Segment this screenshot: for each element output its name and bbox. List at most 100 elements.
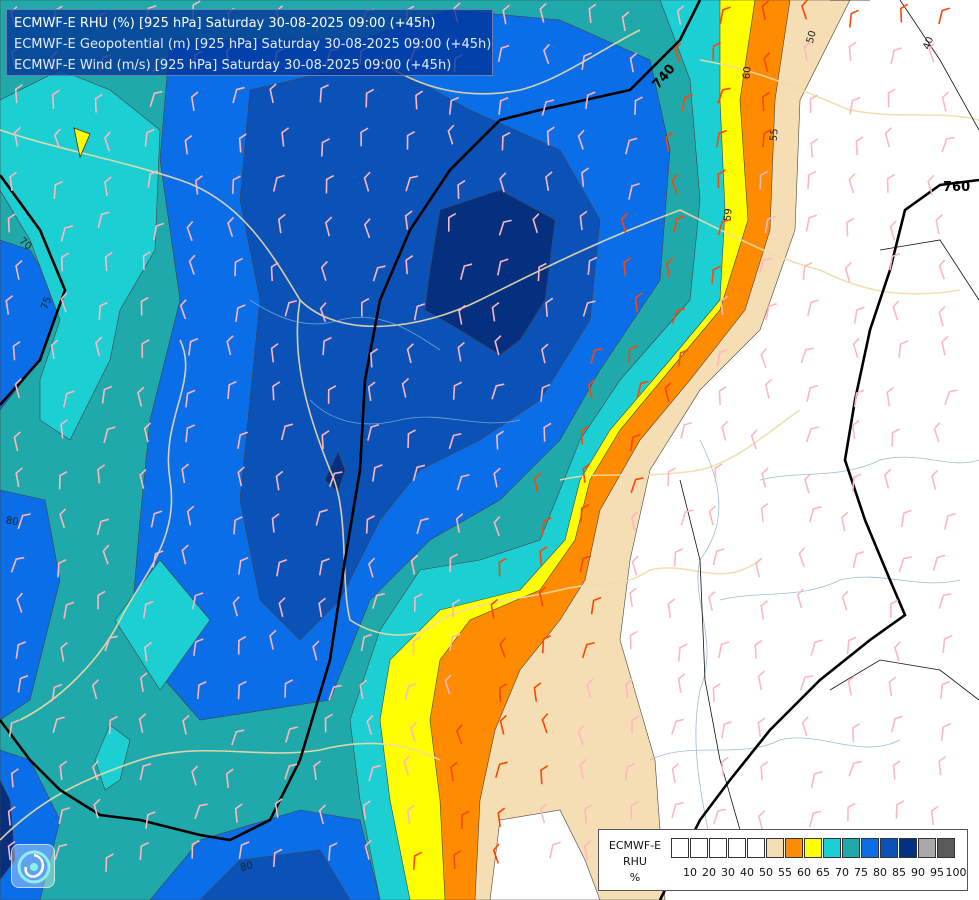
wind-barb: [763, 52, 771, 72]
wind-barb: [755, 557, 763, 578]
rhu-band-80-85-corner: [199, 849, 351, 900]
wind-barb: [234, 803, 243, 823]
wind-barb: [13, 431, 21, 452]
wind-barb: [359, 679, 368, 700]
wind-barb: [543, 422, 552, 442]
wind-barb: [324, 713, 333, 733]
wind-barb: [140, 296, 149, 316]
title-rhu: ECMWF-E RHU (%) [925 hPa] Saturday 30-08…: [14, 16, 436, 31]
wind-barb: [60, 642, 68, 662]
wind-barb: [577, 129, 585, 150]
wind-barb: [186, 505, 195, 526]
legend-tick-label: 50: [759, 866, 773, 879]
wind-barb: [900, 509, 912, 528]
wind-barb: [449, 553, 458, 573]
wind-barb: [712, 548, 725, 566]
legend-tick-label: 55: [778, 866, 792, 879]
wind-barb: [144, 128, 155, 147]
wind-barb: [927, 174, 935, 195]
wind-barb: [539, 546, 548, 566]
wind-barb: [636, 380, 649, 398]
wind-barb: [716, 129, 727, 148]
legend-swatch: [823, 838, 841, 858]
wind-barb: [360, 633, 372, 652]
wind-barb: [539, 2, 547, 23]
legend-swatch: [785, 838, 803, 858]
wind-barb: [149, 90, 163, 107]
wind-barb: [238, 556, 249, 575]
wind-barb: [185, 424, 196, 443]
wind-barb: [278, 597, 286, 618]
wind-barb: [720, 756, 729, 776]
wind-barb: [541, 99, 555, 116]
legend-swatch: [709, 838, 727, 858]
legend-tick-label: 90: [911, 866, 925, 879]
wind-barb: [498, 683, 507, 703]
rhu-band-85-90-small: [324, 451, 346, 493]
wind-barb: [629, 52, 638, 73]
wind-barb: [758, 257, 772, 274]
wind-barb: [671, 763, 680, 783]
legend-swatch: [861, 838, 879, 858]
wind-barb: [17, 513, 31, 530]
wind-barb: [14, 84, 23, 104]
wind-barb: [447, 124, 455, 145]
wind-barb: [7, 806, 16, 826]
wind-barb: [852, 337, 860, 358]
wind-barb: [92, 760, 99, 781]
wind-barb: [805, 214, 818, 232]
wind-barb: [101, 385, 113, 404]
wind-barb: [449, 633, 461, 651]
wind-barb: [886, 386, 894, 407]
wind-barb: [938, 306, 946, 327]
wind-barb: [759, 170, 768, 190]
wind-barb: [541, 517, 552, 536]
wind-barb: [803, 41, 812, 61]
wind-barb: [938, 7, 951, 25]
wind-barb: [231, 175, 241, 194]
wind-barb: [493, 467, 501, 488]
wind-barbs: [5, 0, 958, 872]
title-panel: ECMWF-E RHU (%) [925 hPa] Saturday 30-08…: [6, 9, 493, 76]
wind-barb: [630, 477, 644, 493]
wind-barb: [184, 134, 193, 155]
wind-barb: [455, 724, 463, 745]
geopotential-contour-740-west: [0, 174, 67, 406]
wind-barb: [888, 676, 897, 697]
wind-barb: [406, 130, 416, 150]
wind-barb: [680, 421, 693, 439]
wind-barb: [620, 212, 628, 233]
wind-barb: [801, 716, 809, 737]
wind-barb: [541, 713, 549, 734]
wind-barb: [801, 0, 808, 20]
wind-barb: [143, 422, 152, 443]
wind-barb: [707, 591, 716, 611]
legend-tick-label: 40: [740, 866, 754, 879]
wind-barb: [673, 215, 685, 233]
wind-barb: [497, 44, 510, 62]
wind-barb: [270, 342, 279, 363]
legend-tick-label: 75: [854, 866, 868, 879]
wind-barb: [181, 463, 189, 484]
title-wind: ECMWF-E Wind (m/s) [925 hPa] Saturday 30…: [14, 58, 452, 73]
wind-barb: [322, 336, 332, 356]
wind-barb: [890, 715, 903, 733]
wind-barb: [677, 673, 686, 693]
wind-barb: [53, 180, 64, 199]
wind-barb: [796, 588, 805, 609]
wind-barb: [412, 851, 423, 870]
wind-barb: [942, 634, 953, 653]
wind-barb: [318, 804, 327, 825]
wind-barb: [621, 11, 630, 32]
wind-barb: [624, 763, 635, 781]
wind-barb: [271, 513, 280, 533]
location-marker[interactable]: [73, 127, 91, 159]
wind-barb: [284, 763, 298, 780]
wind-barb: [188, 254, 196, 275]
rhu-band-85-90: [424, 189, 556, 356]
wind-barb: [51, 683, 63, 702]
contour-labels: 740 760 50 40 60 55 59 70 75 80 80: [5, 29, 970, 874]
wind-barb: [711, 265, 721, 284]
wind-barb: [269, 629, 277, 650]
